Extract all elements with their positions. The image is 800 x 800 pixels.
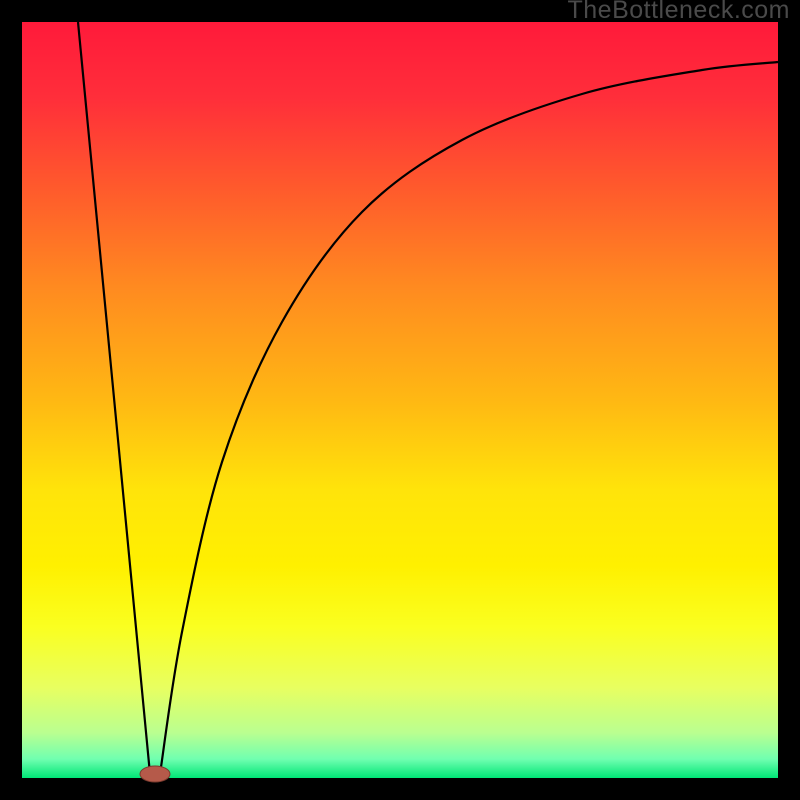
- chart-frame: TheBottleneck.com: [0, 0, 800, 800]
- chart-svg: [0, 0, 800, 800]
- watermark-text: TheBottleneck.com: [568, 0, 791, 25]
- plot-background: [22, 22, 778, 778]
- optimal-point-marker: [140, 766, 170, 782]
